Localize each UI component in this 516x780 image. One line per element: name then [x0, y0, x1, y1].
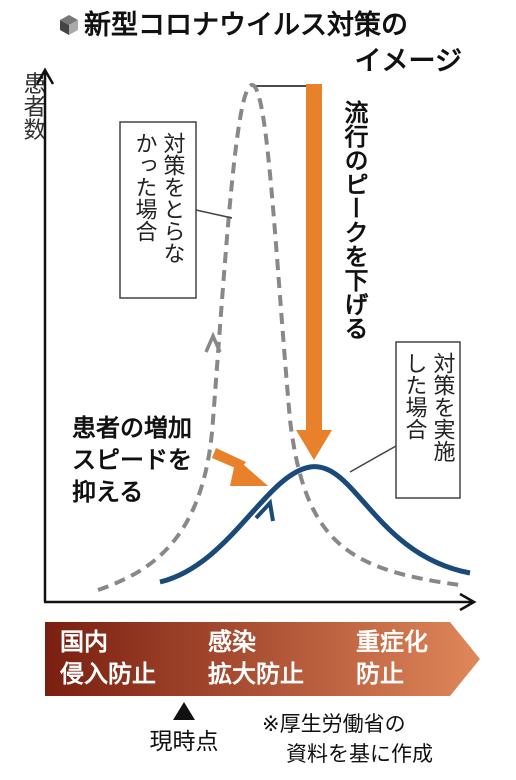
- source-line1: ※厚生労働省の: [262, 712, 406, 736]
- phase-bar: [45, 622, 480, 696]
- slow-growth-line1: 患者の増加: [72, 414, 192, 442]
- lower-peak-arrow: [296, 84, 332, 460]
- label-box-with-measures: [395, 341, 461, 499]
- phase-3-line2: 防止: [356, 660, 404, 688]
- curve-with-measures-arrow: [254, 498, 275, 522]
- label-leader-with-measures: [349, 445, 397, 473]
- phase-3-line1: 重症化: [356, 628, 428, 656]
- curve-with-measures: [159, 464, 471, 585]
- curve-without-measures: [97, 82, 461, 592]
- lower-peak-label: 流行のピークを下げる: [340, 100, 369, 340]
- current-point-label: 現時点: [150, 729, 219, 755]
- source-line2: 資料を基に作成: [286, 742, 433, 766]
- title-line2: イメージ: [355, 46, 462, 77]
- x-axis-arrowhead: [459, 592, 477, 612]
- label-with-measures-line2: した場合: [402, 352, 428, 440]
- slow-growth-line3: 抑える: [72, 478, 143, 506]
- title-line1: 新型コロナウイルス対策の: [84, 9, 408, 41]
- y-axis-label: 患者数: [19, 72, 47, 141]
- label-box-without-measures: [119, 121, 197, 299]
- phase-2-line1: 感染: [208, 628, 256, 656]
- phase-1-line1: 国内: [60, 628, 108, 656]
- phase-1-line2: 侵入防止: [59, 660, 156, 688]
- label-leader-without-measures: [195, 209, 233, 219]
- slow-growth-line2: スピードを: [72, 446, 192, 474]
- label-with-measures-line1: 対策を実施: [430, 352, 456, 462]
- curve-without-measures-arrow: [204, 331, 222, 353]
- phase-2-line2: 拡大防止: [208, 660, 304, 688]
- label-without-measures-line2: かった場合: [132, 132, 158, 242]
- label-without-measures-line1: 対策をとらな: [160, 132, 186, 264]
- title-icon: [60, 15, 78, 35]
- slow-growth-arrow: [212, 448, 268, 486]
- y-axis-arrowhead: [35, 67, 55, 85]
- current-point-marker-icon: [173, 702, 195, 720]
